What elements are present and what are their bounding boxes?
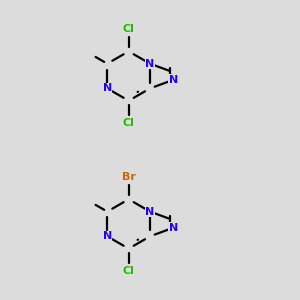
Text: N: N	[169, 75, 178, 85]
Text: Cl: Cl	[123, 266, 135, 276]
Text: Cl: Cl	[123, 24, 135, 34]
Text: N: N	[146, 59, 155, 69]
Text: N: N	[146, 207, 155, 217]
Text: Cl: Cl	[123, 118, 135, 128]
Text: Br: Br	[122, 172, 136, 182]
Text: N: N	[103, 231, 112, 241]
Text: N: N	[169, 223, 178, 233]
Text: N: N	[103, 83, 112, 93]
